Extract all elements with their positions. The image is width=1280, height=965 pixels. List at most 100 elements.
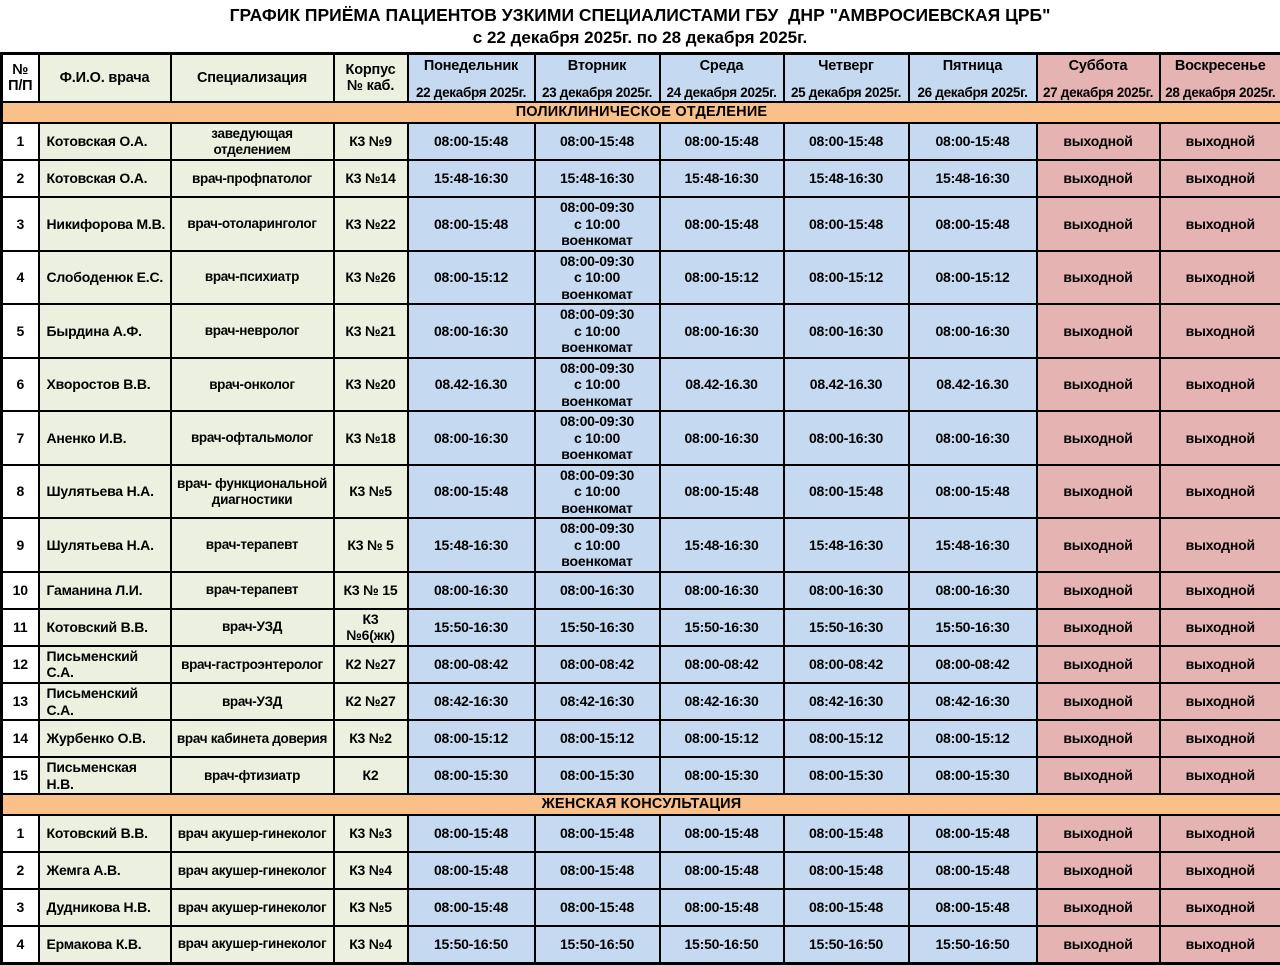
time-cell: 08:00-15:12 bbox=[784, 251, 909, 305]
time-cell: 15:50-16:50 bbox=[909, 926, 1037, 963]
page-title: ГРАФИК ПРИЁМА ПАЦИЕНТОВ УЗКИМИ СПЕЦИАЛИС… bbox=[0, 5, 1280, 27]
day-name-label: Вторник bbox=[538, 56, 657, 74]
specialization-cell: врач-фтизиатр bbox=[171, 757, 334, 794]
section-row: ПОЛИКЛИНИЧЕСКОЕ ОТДЕЛЕНИЕ bbox=[2, 102, 1280, 123]
doctor-name-cell: Никифорова М.В. bbox=[39, 197, 171, 251]
time-cell: 08:00-09:30 с 10:00 военкомат bbox=[535, 197, 660, 251]
weekend-cell: выходной bbox=[1160, 889, 1280, 926]
doctor-name-cell: Хворостов В.В. bbox=[39, 358, 171, 412]
cabinet-cell: К3 №5 bbox=[334, 465, 408, 519]
time-cell: 08:00-08:42 bbox=[535, 646, 660, 683]
cabinet-cell: К3 № 5 bbox=[334, 518, 408, 572]
specialization-cell: врач акушер-гинеколог bbox=[171, 889, 334, 926]
row-number-cell: 5 bbox=[2, 304, 39, 358]
cabinet-cell: К3 №4 bbox=[334, 926, 408, 963]
weekend-cell: выходной bbox=[1160, 465, 1280, 519]
time-cell: 15:48-16:30 bbox=[784, 518, 909, 572]
time-cell: 08:00-09:30 с 10:00 военкомат bbox=[535, 411, 660, 465]
time-cell: 08:00-16:30 bbox=[660, 411, 784, 465]
weekend-cell: выходной bbox=[1037, 465, 1160, 519]
section-header: ЖЕНСКАЯ КОНСУЛЬТАЦИЯ bbox=[2, 794, 1280, 815]
weekend-cell: выходной bbox=[1160, 646, 1280, 683]
time-cell: 08:00-15:48 bbox=[784, 465, 909, 519]
specialization-cell: врач- функциональной диагностики bbox=[171, 465, 334, 519]
row-number-cell: 10 bbox=[2, 572, 39, 609]
time-cell: 08:42-16:30 bbox=[784, 683, 909, 720]
doctor-name-cell: Жемга А.В. bbox=[39, 852, 171, 889]
day-name-label: Понедельник bbox=[411, 56, 532, 74]
time-cell: 08:00-15:30 bbox=[784, 757, 909, 794]
time-cell: 08:00-15:48 bbox=[408, 815, 535, 852]
time-cell: 08:00-15:48 bbox=[784, 197, 909, 251]
time-cell: 08:42-16:30 bbox=[909, 683, 1037, 720]
cabinet-cell: К2 bbox=[334, 757, 408, 794]
weekend-cell: выходной bbox=[1037, 251, 1160, 305]
day-date-label: 25 декабря 2025г. bbox=[787, 85, 906, 100]
time-cell: 08:00-15:48 bbox=[784, 889, 909, 926]
time-cell: 08:00-15:30 bbox=[909, 757, 1037, 794]
time-cell: 08:00-16:30 bbox=[660, 304, 784, 358]
page-subtitle: с 22 декабря 2025г. по 28 декабря 2025г. bbox=[0, 27, 1280, 48]
weekend-cell: выходной bbox=[1160, 123, 1280, 160]
specialization-cell: врач акушер-гинеколог bbox=[171, 815, 334, 852]
time-cell: 08:00-15:48 bbox=[909, 465, 1037, 519]
specialization-cell: врач-психиатр bbox=[171, 251, 334, 305]
time-cell: 15:50-16:30 bbox=[784, 609, 909, 646]
time-cell: 15:48-16:30 bbox=[909, 518, 1037, 572]
row-number-cell: 6 bbox=[2, 358, 39, 412]
time-cell: 15:50-16:50 bbox=[535, 926, 660, 963]
time-cell: 08:00-16:30 bbox=[408, 304, 535, 358]
day-date-label: 26 декабря 2025г. bbox=[912, 85, 1034, 100]
time-cell: 08:00-15:48 bbox=[535, 889, 660, 926]
doctor-name-cell: Бырдина А.Ф. bbox=[39, 304, 171, 358]
section-header: ПОЛИКЛИНИЧЕСКОЕ ОТДЕЛЕНИЕ bbox=[2, 102, 1280, 123]
weekend-cell: выходной bbox=[1037, 123, 1160, 160]
time-cell: 08:00-16:30 bbox=[408, 411, 535, 465]
doctor-name-cell: Гаманина Л.И. bbox=[39, 572, 171, 609]
day-date-label: 24 декабря 2025г. bbox=[663, 85, 781, 100]
specialization-cell: врач-офтальмолог bbox=[171, 411, 334, 465]
doctor-name-cell: Котовская О.А. bbox=[39, 160, 171, 197]
specialization-cell: врач-профпатолог bbox=[171, 160, 334, 197]
row-number-cell: 11 bbox=[2, 609, 39, 646]
row-number-cell: 4 bbox=[2, 926, 39, 963]
weekend-cell: выходной bbox=[1160, 304, 1280, 358]
time-cell: 08:00-09:30 с 10:00 военкомат bbox=[535, 518, 660, 572]
weekend-cell: выходной bbox=[1037, 411, 1160, 465]
cabinet-cell: К3 №4 bbox=[334, 852, 408, 889]
specialization-cell: врач-гастроэнтеролог bbox=[171, 646, 334, 683]
doctor-name-cell: Дудникова Н.В. bbox=[39, 889, 171, 926]
specialization-cell: врач-невролог bbox=[171, 304, 334, 358]
column-header: Специализация bbox=[171, 54, 334, 103]
weekend-cell: выходной bbox=[1037, 197, 1160, 251]
row-number-cell: 12 bbox=[2, 646, 39, 683]
row-number-cell: 1 bbox=[2, 123, 39, 160]
doctor-name-cell: Слободенюк Е.С. bbox=[39, 251, 171, 305]
weekend-cell: выходной bbox=[1037, 646, 1160, 683]
time-cell: 08:00-15:48 bbox=[408, 197, 535, 251]
doctor-name-cell: Ермакова К.В. bbox=[39, 926, 171, 963]
doctor-name-cell: Аненко И.В. bbox=[39, 411, 171, 465]
weekend-cell: выходной bbox=[1037, 358, 1160, 412]
time-cell: 15:48-16:30 bbox=[535, 160, 660, 197]
weekend-cell: выходной bbox=[1160, 926, 1280, 963]
weekend-cell: выходной bbox=[1037, 518, 1160, 572]
section-row: ЖЕНСКАЯ КОНСУЛЬТАЦИЯ bbox=[2, 794, 1280, 815]
weekend-cell: выходной bbox=[1037, 815, 1160, 852]
time-cell: 08:42-16:30 bbox=[535, 683, 660, 720]
cabinet-cell: К3 № 15 bbox=[334, 572, 408, 609]
cabinet-cell: К3 №5 bbox=[334, 889, 408, 926]
